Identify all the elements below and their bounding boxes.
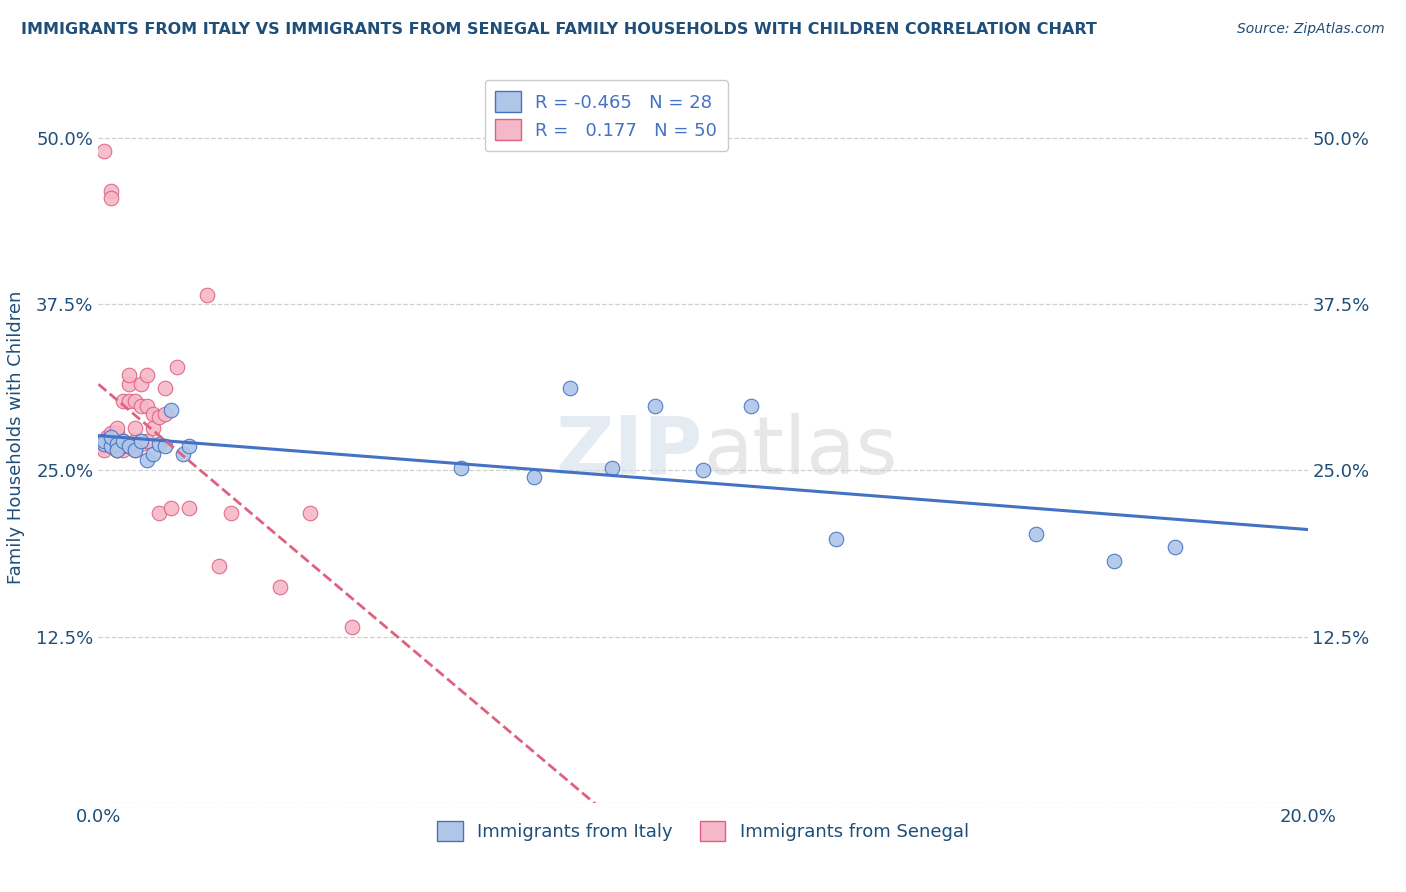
Point [124,443,146,458]
Point [96,430,118,444]
Point [118,394,141,409]
Point [93,436,115,450]
Text: IMMIGRANTS FROM ITALY VS IMMIGRANTS FROM SENEGAL FAMILY HOUSEHOLDS WITH CHILDREN: IMMIGRANTS FROM ITALY VS IMMIGRANTS FROM… [21,22,1097,37]
Point [111,394,134,409]
Point [118,376,141,391]
Text: ZIP: ZIP [555,413,703,491]
Point [105,426,128,441]
Point [100,184,122,198]
Point [100,191,122,205]
Point [160,403,183,417]
Point [105,436,128,450]
Point [105,443,128,458]
Point [93,443,115,458]
Point [124,434,146,448]
Y-axis label: Family Households with Children: Family Households with Children [7,291,25,583]
Point [105,436,128,450]
Point [129,400,152,414]
Legend: Immigrants from Italy, Immigrants from Senegal: Immigrants from Italy, Immigrants from S… [430,814,976,848]
Point [124,421,146,435]
Point [692,463,714,477]
Point [740,400,762,414]
Point [124,394,146,409]
Point [179,500,201,515]
Point [160,500,183,515]
Point [142,447,165,461]
Point [90,439,112,453]
Point [105,434,128,448]
Point [118,368,141,382]
Point [208,559,231,574]
Point [124,443,146,458]
Point [1102,554,1125,568]
Point [195,287,218,301]
Point [111,434,134,448]
Point [142,421,165,435]
Point [523,470,546,484]
Point [100,430,122,444]
Point [825,533,848,547]
Point [172,447,194,461]
Point [644,400,666,414]
Point [111,434,134,448]
Point [100,434,122,448]
Point [129,376,152,391]
Point [179,439,201,453]
Point [100,426,122,441]
Point [1024,527,1046,541]
Point [153,381,176,395]
Point [153,408,176,422]
Point [135,400,157,414]
Point [450,460,472,475]
Point [118,439,141,453]
Point [105,421,128,435]
Point [135,452,157,467]
Point [111,443,134,458]
Point [153,439,176,453]
Point [100,439,122,453]
Point [142,408,165,422]
Point [118,439,141,453]
Point [148,436,170,450]
Point [299,506,322,520]
Point [93,144,115,158]
Text: atlas: atlas [703,413,897,491]
Point [118,436,141,450]
Point [221,506,243,520]
Text: Source: ZipAtlas.com: Source: ZipAtlas.com [1237,22,1385,37]
Point [166,359,188,374]
Point [111,439,134,453]
Point [100,439,122,453]
Point [129,434,152,448]
Point [135,368,157,382]
Point [148,410,170,425]
Point [269,580,291,594]
Point [135,434,157,448]
Point [93,434,115,448]
Point [148,506,170,520]
Point [342,620,364,634]
Point [129,436,152,450]
Point [1163,541,1185,555]
Point [602,460,624,475]
Point [105,443,128,458]
Point [558,381,581,395]
Point [93,434,115,448]
Point [105,443,128,458]
